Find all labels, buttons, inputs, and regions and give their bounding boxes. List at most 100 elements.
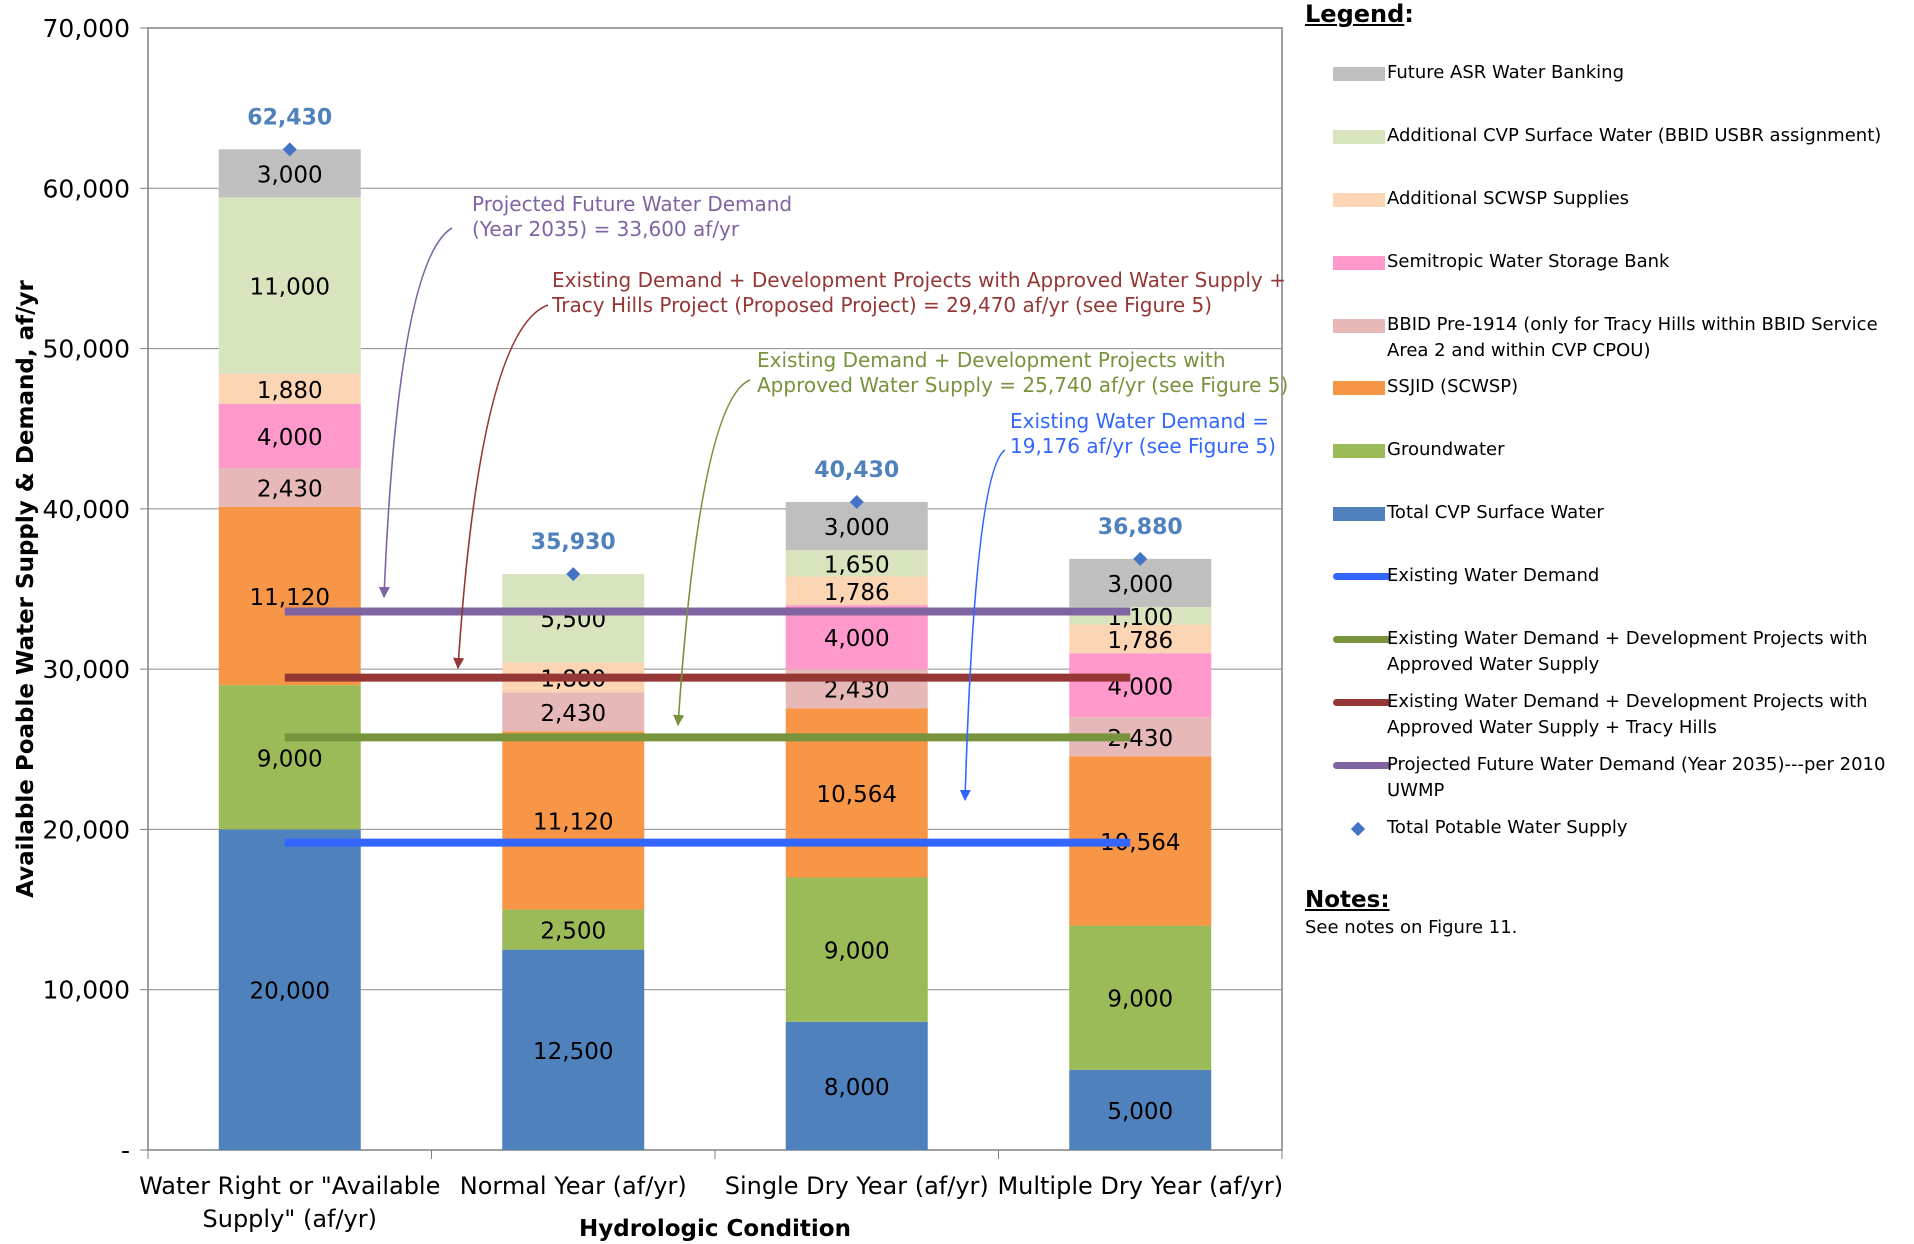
bar-segment xyxy=(785,1021,928,1150)
legend-swatch xyxy=(1333,193,1385,207)
legend-swatch xyxy=(1333,67,1385,81)
bar-segment-label: 2,500 xyxy=(540,919,606,945)
bar-segment xyxy=(218,685,361,830)
bar-segment xyxy=(218,197,361,374)
bar-segment xyxy=(1069,1069,1212,1150)
bar-segment xyxy=(218,149,361,198)
legend-swatch xyxy=(1333,444,1385,458)
legend-label: Existing Water Demand xyxy=(1387,565,1600,586)
y-tick-label: 40,000 xyxy=(43,495,130,524)
bar-segment xyxy=(218,829,361,1150)
total-label: 36,880 xyxy=(1098,515,1183,540)
y-tick-label: 30,000 xyxy=(43,655,130,684)
legend-line-swatch xyxy=(1333,699,1391,706)
bar-segment-label: 4,000 xyxy=(257,425,323,451)
bar-segment-label: 3,000 xyxy=(824,515,890,541)
bar-segment-label: 20,000 xyxy=(250,979,330,1005)
bar-segment xyxy=(1069,558,1212,607)
bar-segment xyxy=(785,550,928,577)
legend-title: Legend: xyxy=(1305,0,1414,28)
bar-segment-label: 8,000 xyxy=(824,1075,890,1101)
y-tick-label: 70,000 xyxy=(43,14,130,43)
demand-annotation: Existing Demand + Development Projects w… xyxy=(757,348,1226,372)
bar-segment-label: 2,430 xyxy=(824,678,890,704)
bar-segment-label: 4,000 xyxy=(824,626,890,652)
stacked-bar-chart: - 10,000 20,000 30,000 40,000 50,000 60,000 70,… xyxy=(13,14,1288,1242)
bar-segment xyxy=(502,692,645,732)
annotation-arrow xyxy=(378,227,453,599)
bar-segment xyxy=(785,501,928,551)
annotation-arrow xyxy=(673,379,751,727)
bar-segment xyxy=(218,506,361,686)
legend-swatch xyxy=(1333,507,1385,521)
x-axis-title: Hydrologic Condition xyxy=(579,1216,851,1242)
legend-label: Total CVP Surface Water xyxy=(1387,502,1604,523)
x-tick-label: Single Dry Year (af/yr) xyxy=(725,1172,989,1200)
y-tick-label: 50,000 xyxy=(43,335,130,364)
total-label: 40,430 xyxy=(814,458,899,483)
legend-swatch xyxy=(1333,256,1385,270)
bar-segment xyxy=(502,949,645,1150)
legend-line-swatch xyxy=(1333,636,1391,643)
bar-segment xyxy=(785,576,928,606)
legend-swatch xyxy=(1333,381,1385,395)
bar-segment-label: 10,564 xyxy=(817,782,897,808)
bar-segment xyxy=(502,909,645,950)
bar-segment-label: 1,650 xyxy=(824,552,890,578)
bar-segment xyxy=(785,877,928,1022)
total-marker xyxy=(849,494,864,509)
bar-segment xyxy=(218,467,361,507)
x-tick-label: Supply" (af/yr) xyxy=(203,1205,378,1233)
bar-segment xyxy=(502,574,645,663)
demand-annotation: Approved Water Supply = 25,740 af/yr (se… xyxy=(757,373,1288,397)
legend-label: Existing Water Demand + Development Proj… xyxy=(1387,691,1868,738)
bar-segment-label: 3,000 xyxy=(1107,572,1173,598)
bar-segment-label: 11,000 xyxy=(250,275,330,301)
demand-annotation: Tracy Hills Project (Proposed Project) =… xyxy=(551,293,1212,317)
demand-annotation: Existing Demand + Development Projects w… xyxy=(552,268,1286,292)
total-marker xyxy=(282,142,297,157)
bar-segment-label: 11,120 xyxy=(533,809,613,835)
bar-segment xyxy=(1069,624,1212,654)
annotation-arrow xyxy=(959,449,1006,802)
bar-segment-label: 2,430 xyxy=(257,476,323,502)
bar-segment xyxy=(218,403,361,468)
annotation-arrow xyxy=(453,304,549,670)
legend-label: Total Potable Water Supply xyxy=(1387,817,1628,838)
legend-line-swatch xyxy=(1333,762,1391,769)
legend-label: Groundwater xyxy=(1387,439,1505,460)
legend-label: Projected Future Water Demand (Year 2035… xyxy=(1387,754,1886,801)
legend-label: Existing Water Demand + Development Proj… xyxy=(1387,628,1868,675)
demand-annotation: Projected Future Water Demand xyxy=(472,192,792,216)
total-marker xyxy=(1133,551,1148,566)
y-tick-label: 20,000 xyxy=(43,815,130,844)
legend-swatch xyxy=(1333,130,1385,144)
y-tick-label: - xyxy=(121,1136,130,1165)
bar-segment-label: 2,430 xyxy=(540,701,606,727)
legend-label: Future ASR Water Banking xyxy=(1387,62,1624,83)
legend-label: Semitropic Water Storage Bank xyxy=(1387,251,1670,272)
notes-text: See notes on Figure 11. xyxy=(1305,917,1518,938)
bar-segment-label: 9,000 xyxy=(257,746,323,772)
demand-annotation: Existing Water Demand = xyxy=(1010,409,1269,433)
bar-segment-label: 3,000 xyxy=(257,162,323,188)
bar-segment-label: 12,500 xyxy=(533,1039,613,1065)
legend-label: SSJID (SCWSP) xyxy=(1387,376,1519,397)
demand-annotation: 19,176 af/yr (see Figure 5) xyxy=(1010,434,1276,458)
bar-segment-label: 1,786 xyxy=(1107,628,1173,654)
bar-segment-label: 9,000 xyxy=(824,939,890,965)
bar-segment xyxy=(1069,925,1212,1070)
legend-label: Additional SCWSP Supplies xyxy=(1387,188,1630,209)
notes-title: Notes: xyxy=(1305,887,1390,913)
total-label: 35,930 xyxy=(531,530,616,555)
bar-segment xyxy=(785,605,928,670)
x-tick-label: Normal Year (af/yr) xyxy=(460,1172,687,1200)
bar-segment xyxy=(1069,653,1212,718)
bar-segment-label: 5,000 xyxy=(1107,1099,1173,1125)
bar-segment-label: 1,880 xyxy=(257,378,323,404)
bar-segment xyxy=(502,731,645,910)
y-tick-label: 10,000 xyxy=(43,976,130,1005)
total-label: 62,430 xyxy=(247,105,332,130)
bar-segment-label: 11,120 xyxy=(250,585,330,611)
y-axis-title: Available Poable Water Supply & Demand, … xyxy=(13,279,39,897)
